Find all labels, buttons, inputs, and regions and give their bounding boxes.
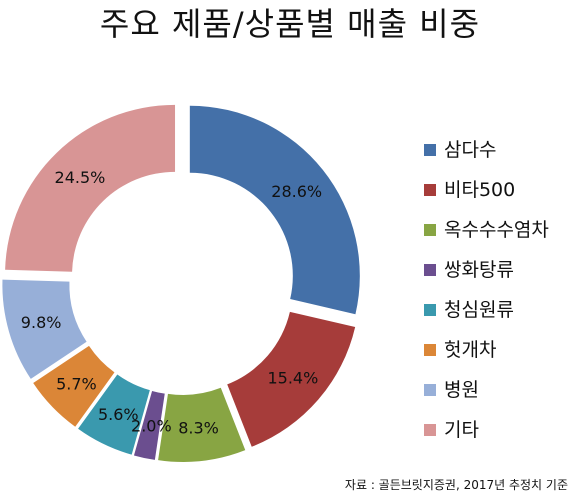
data-label-3: 8.3% [178,419,219,438]
data-label-4: 2.0% [131,416,172,435]
donut-slice-5 [78,374,150,455]
legend-swatch [424,344,436,356]
legend-swatch [424,184,436,196]
legend-swatch [424,264,436,276]
donut-slice-4 [133,390,165,460]
legend-label: 기타 [444,419,479,441]
data-labels-group: 28.6% 15.4% 8.3% 2.0%5.6%5.7% 9.8% 24.5% [21,168,322,438]
data-label-8: 24.5% [55,168,106,187]
donut-slice-2 [227,311,356,447]
legend-item-7: 병원 [424,370,549,410]
legend-swatch [424,144,436,156]
data-label-5: 5.6% [98,405,139,424]
data-label-1: 28.6% [271,182,322,201]
legend-swatch [424,304,436,316]
legend-item-5: 청심원류 [424,290,549,330]
legend-label: 옥수수수염차 [444,219,549,241]
donut-slice-7 [2,279,87,379]
source-note: 자료 : 골든브릿지증권, 2017년 추정치 기준 [344,478,568,492]
data-label-6: 5.7% [56,375,97,394]
data-label-2: 15.4% [267,369,318,388]
legend-label: 쌍화탕류 [444,259,514,281]
slices-group [2,104,360,462]
legend-item-3: 옥수수수염차 [424,210,549,250]
legend-swatch [424,384,436,396]
legend-label: 청심원류 [444,299,514,321]
legend-label: 병원 [444,379,479,401]
legend-item-2: 비타500 [424,170,549,210]
data-label-7: 9.8% [21,313,62,332]
legend-item-6: 헛개차 [424,330,549,370]
legend-swatch [424,224,436,236]
legend-swatch [424,424,436,436]
legend-item-1: 삼다수 [424,130,549,170]
donut-slice-1 [189,105,360,315]
donut-slice-8 [5,104,176,272]
donut-slice-3 [158,387,246,462]
donut-slice-6 [33,345,115,427]
legend-label: 삼다수 [444,139,497,161]
legend-item-4: 쌍화탕류 [424,250,549,290]
legend-label: 비타500 [444,179,516,201]
legend-item-8: 기타 [424,410,549,450]
legend-label: 헛개차 [444,339,497,361]
page-title: 주요 제품/상품별 매출 비중 [99,5,481,43]
